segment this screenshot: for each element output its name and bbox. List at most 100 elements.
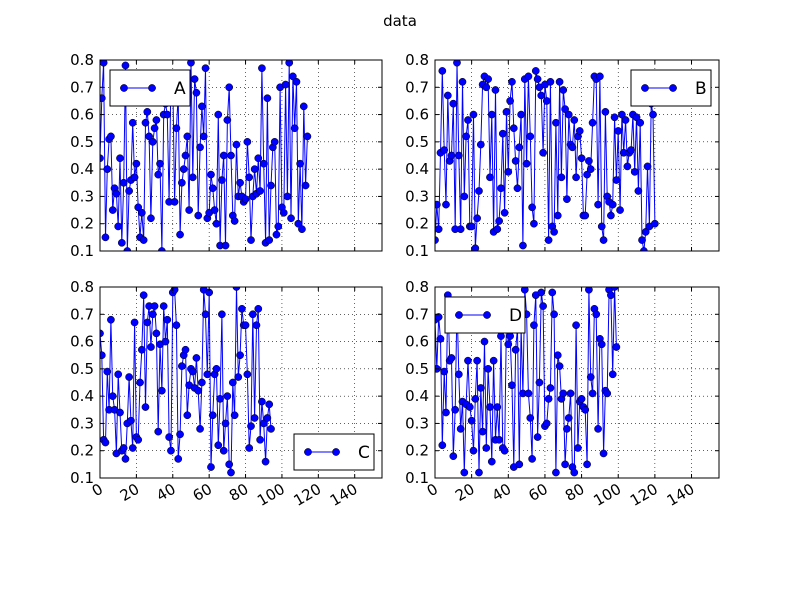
y-tick-label: 0.8 — [405, 278, 429, 296]
data-point — [442, 200, 450, 209]
data-point — [643, 162, 652, 171]
data-point — [638, 236, 646, 244]
data-point — [601, 107, 610, 116]
data-point — [127, 416, 135, 425]
data-point — [612, 343, 621, 351]
data-point — [491, 86, 500, 94]
y-tick-label: 0.5 — [70, 360, 94, 378]
subplot-1: 0.1 0.2 0.3 0.4 0.5 0.6 0.7 0.8 A — [70, 51, 383, 260]
data-point — [290, 124, 299, 133]
data-point — [614, 127, 623, 135]
data-point — [119, 178, 128, 187]
data-point — [263, 94, 272, 103]
data-point — [464, 356, 472, 365]
data-point — [281, 80, 290, 89]
data-point — [207, 170, 215, 179]
data-point — [136, 378, 144, 387]
data-point — [435, 236, 439, 244]
data-point — [475, 468, 483, 477]
x-tick-label: 80 — [562, 480, 588, 505]
data-point — [616, 206, 624, 214]
data-point — [298, 225, 306, 234]
legend-marker — [304, 448, 312, 456]
legend-marker — [669, 84, 677, 92]
data-point — [586, 165, 595, 173]
data-point — [476, 384, 485, 392]
data-point — [449, 452, 458, 461]
data-point — [107, 132, 115, 141]
data-point — [464, 116, 472, 124]
data-point — [259, 419, 268, 428]
data-point — [258, 64, 266, 73]
data-point — [152, 329, 161, 338]
data-point — [216, 395, 224, 403]
data-point — [187, 60, 195, 67]
data-point — [248, 310, 257, 319]
data-point — [504, 340, 513, 349]
data-point — [588, 389, 597, 398]
data-point — [147, 214, 155, 223]
y-tick-label: 0.3 — [70, 414, 94, 432]
data-point — [210, 206, 219, 214]
data-point — [192, 88, 201, 97]
x-tick-label: 100 — [590, 480, 624, 510]
data-point — [234, 373, 243, 381]
data-point — [462, 132, 470, 141]
data-point — [493, 225, 502, 234]
x-tick-label: 60 — [525, 480, 551, 505]
data-point — [592, 310, 601, 319]
x-tick-label: 0 — [89, 480, 106, 500]
data-point — [594, 200, 602, 209]
data-point — [108, 392, 117, 400]
data-point — [163, 110, 172, 119]
data-point — [456, 225, 465, 234]
data-point — [583, 460, 591, 469]
data-point — [243, 370, 252, 379]
data-point — [103, 367, 112, 376]
data-point — [495, 217, 503, 225]
data-point — [555, 362, 564, 370]
data-point — [649, 110, 657, 119]
data-point — [500, 208, 509, 217]
data-point — [552, 468, 560, 477]
data-point — [219, 151, 228, 160]
series-line — [435, 287, 617, 473]
data-point — [489, 356, 498, 365]
data-point — [143, 107, 152, 116]
x-tick-label: 40 — [153, 480, 179, 505]
data-point — [484, 365, 492, 373]
data-point — [207, 463, 215, 471]
data-point — [121, 455, 130, 463]
data-point — [531, 67, 540, 75]
data-point — [154, 170, 163, 179]
data-point — [225, 83, 234, 92]
data-point — [487, 110, 496, 119]
data-point — [508, 381, 516, 390]
data-point — [172, 124, 181, 133]
data-point — [134, 203, 143, 212]
data-point — [594, 425, 602, 433]
data-point — [528, 203, 536, 212]
axes-frame — [434, 286, 720, 479]
data-point — [469, 446, 478, 455]
y-tick-label: 0.3 — [70, 187, 94, 205]
data-point — [218, 176, 226, 184]
data-point — [219, 446, 228, 455]
y-tick-label: 0.2 — [70, 215, 94, 233]
y-tick-label: 0.4 — [70, 160, 94, 178]
data-point — [196, 425, 204, 433]
data-point — [581, 405, 590, 414]
legend-marker — [120, 84, 128, 92]
legend-marker — [148, 84, 156, 92]
y-tick-label: 0.7 — [405, 305, 429, 323]
data-point — [139, 291, 148, 300]
data-point — [581, 211, 590, 220]
data-point — [608, 200, 617, 209]
y-tick-label: 0.1 — [405, 242, 429, 260]
data-point — [147, 343, 155, 351]
data-point — [181, 345, 190, 354]
x-tick-label: 120 — [291, 480, 325, 510]
data-point — [577, 154, 586, 163]
data-point — [522, 159, 531, 168]
data-point — [447, 354, 456, 362]
